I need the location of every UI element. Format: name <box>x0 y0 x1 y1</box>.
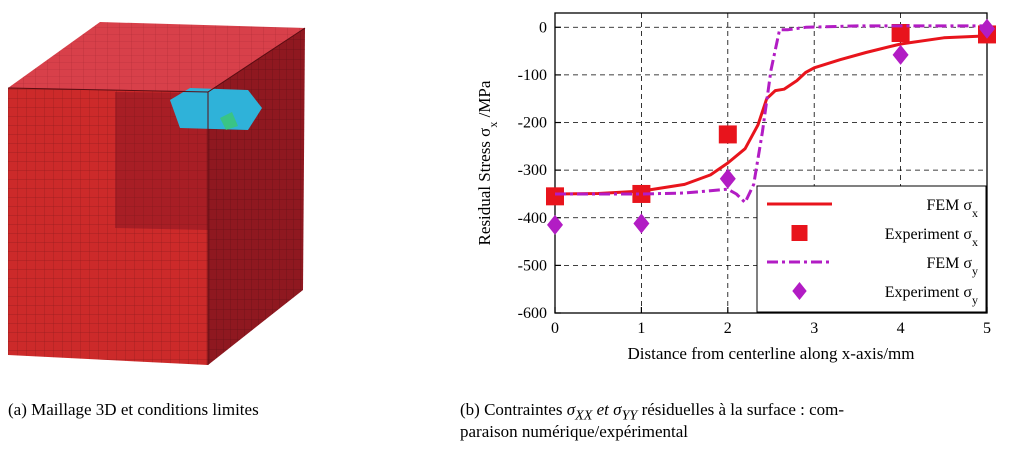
legend-label: FEM σx <box>926 197 978 220</box>
x-tick-label: 2 <box>724 320 732 337</box>
legend-swatch-exp-sx <box>791 225 808 241</box>
y-tick-label: -600 <box>518 305 547 322</box>
caption-a: (a) Maillage 3D et conditions limites <box>8 400 259 419</box>
legend-label: FEM σy <box>926 255 978 278</box>
data-point-exp-sy <box>979 18 995 39</box>
chart-legend: FEM σx Experiment σx FEM σy Experiment σy <box>756 185 987 313</box>
mesh-figure <box>0 0 320 390</box>
y-tick-label: -400 <box>518 210 547 227</box>
x-axis-label: Distance from centerline along x-axis/mm <box>627 344 914 363</box>
x-tick-label: 0 <box>551 320 559 337</box>
mesh-patch-region <box>170 88 262 130</box>
chart-series <box>546 18 996 235</box>
caption-b-et: et <box>592 400 614 419</box>
data-point-exp-sy <box>719 168 736 189</box>
series-line-fem-sy <box>555 24 987 204</box>
x-tick-label: 1 <box>637 320 645 337</box>
caption-b-sigma-xx: σXX <box>566 400 593 424</box>
x-tick-label: 4 <box>897 320 905 337</box>
data-point-exp-sx <box>632 184 651 203</box>
chart-svg: FEM σx Experiment σx FEM σy Experiment σy 0… <box>475 12 996 363</box>
residual-stress-chart: FEM σx Experiment σx FEM σy Experiment σy 0… <box>470 0 1011 390</box>
y-tick-label: 0 <box>539 19 547 36</box>
caption-b-sigma-yy: σYY <box>613 400 638 424</box>
legend-label: Experiment σy <box>885 284 978 307</box>
data-point-exp-sx <box>891 24 910 42</box>
data-point-exp-sx <box>546 187 564 206</box>
data-point-exp-sy <box>892 44 909 65</box>
chart-labels: 0 1 2 3 4 5 0 -100 -200 -300 -400 -500 -600 Distance … <box>475 19 991 363</box>
x-tick-label: 3 <box>810 320 818 337</box>
caption-b-suffix: résiduelles à la surface : com- <box>637 400 845 419</box>
mesh-cube-image <box>7 22 306 365</box>
caption-b: (b) Contraintes σXX et σYY résiduelles à… <box>460 399 844 426</box>
x-tick-label: 5 <box>983 320 991 337</box>
y-tick-label: -100 <box>518 67 547 84</box>
plot-frame <box>554 12 988 314</box>
y-axis-label: Residual Stress σx /MPa <box>475 80 500 245</box>
caption-b-line2: paraison numérique/expérimental <box>460 422 688 441</box>
data-point-exp-sx <box>718 125 737 144</box>
y-tick-label: -300 <box>518 162 547 179</box>
series-line-fem-sx <box>554 34 988 196</box>
data-point-exp-sy <box>547 214 563 235</box>
legend-label: Experiment σx <box>885 226 978 249</box>
legend-swatch-exp-sy <box>792 282 807 300</box>
y-tick-label: -200 <box>518 115 547 132</box>
y-tick-label: -500 <box>518 257 547 274</box>
caption-b-prefix: (b) Contraintes <box>460 400 567 419</box>
data-point-exp-sy <box>633 213 650 234</box>
